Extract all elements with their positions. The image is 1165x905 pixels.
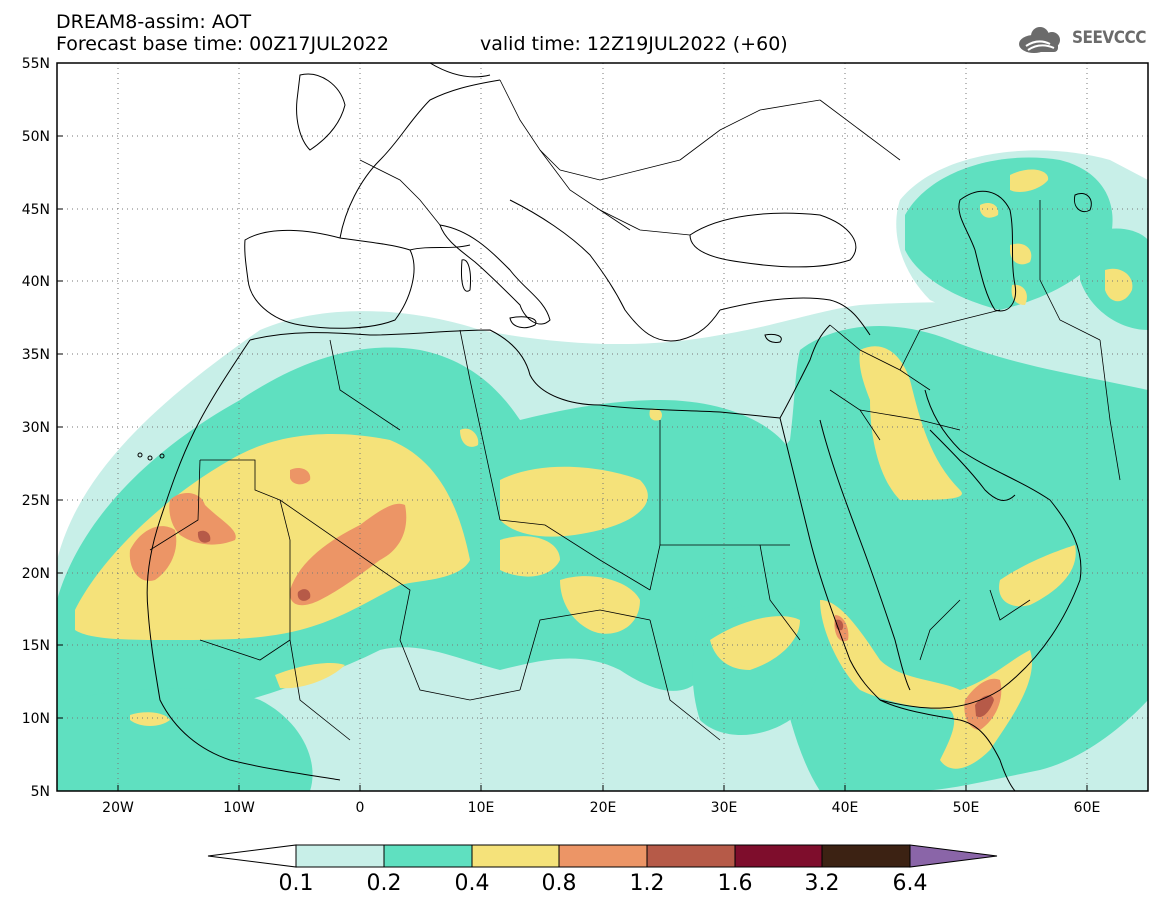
lon-label: 40E xyxy=(832,800,859,816)
seevccc-logo xyxy=(1019,27,1060,53)
graticule xyxy=(57,63,1148,791)
lat-label: 10N xyxy=(22,711,50,727)
lat-label: 15N xyxy=(22,638,50,654)
lon-label: 0 xyxy=(356,800,365,816)
tick-marks xyxy=(57,135,1088,791)
lat-label: 20N xyxy=(22,566,50,582)
colorbar-swatch xyxy=(734,844,823,868)
colorbar-label: 0.1 xyxy=(278,871,314,896)
lon-label: 10W xyxy=(223,800,255,816)
coastlines xyxy=(137,63,1092,791)
colorbar-swatch xyxy=(821,844,911,868)
lon-label: 30E xyxy=(711,800,738,816)
colorbar xyxy=(207,844,998,868)
lon-label: 60E xyxy=(1074,800,1101,816)
colorbar-label: 3.2 xyxy=(804,871,840,896)
lon-label: 10E xyxy=(468,800,495,816)
lat-label: 35N xyxy=(22,347,50,363)
lon-label: 50E xyxy=(953,800,980,816)
colorbar-label: 0.2 xyxy=(366,871,402,896)
valid-time-label: valid time: 12Z19JUL2022 (+60) xyxy=(480,33,788,55)
colorbar-swatch xyxy=(558,844,648,868)
colorbar-label: 6.4 xyxy=(892,871,928,896)
map-title: DREAM8-assim: AOT xyxy=(56,11,252,33)
lat-label: 5N xyxy=(31,784,50,800)
lat-label: 50N xyxy=(22,129,50,145)
colorbar-high-arrow xyxy=(909,844,998,868)
lon-label: 20E xyxy=(590,800,617,816)
lat-label: 25N xyxy=(22,493,50,509)
colorbar-swatch xyxy=(383,844,473,868)
lat-label: 30N xyxy=(22,420,50,436)
lat-label: 55N xyxy=(22,56,50,72)
colorbar-swatch xyxy=(646,844,736,868)
logo-text: SEEVCCC xyxy=(1072,28,1146,48)
colorbar-swatch xyxy=(471,844,560,868)
colorbar-swatch xyxy=(295,844,385,868)
colorbar-label: 1.2 xyxy=(629,871,665,896)
colorbar-label: 1.6 xyxy=(717,871,753,896)
aot-level-1.2 xyxy=(197,530,994,718)
lat-label: 40N xyxy=(22,274,50,290)
country-borders xyxy=(149,79,1121,741)
colorbar-low-arrow xyxy=(207,844,297,868)
colorbar-label: 0.8 xyxy=(541,871,577,896)
colorbar-label: 0.4 xyxy=(454,871,490,896)
base-time-label: Forecast base time: 00Z17JUL2022 xyxy=(56,33,389,55)
lat-label: 45N xyxy=(22,202,50,218)
aot-level-0.4 xyxy=(75,169,1133,769)
lon-label: 20W xyxy=(102,800,134,816)
